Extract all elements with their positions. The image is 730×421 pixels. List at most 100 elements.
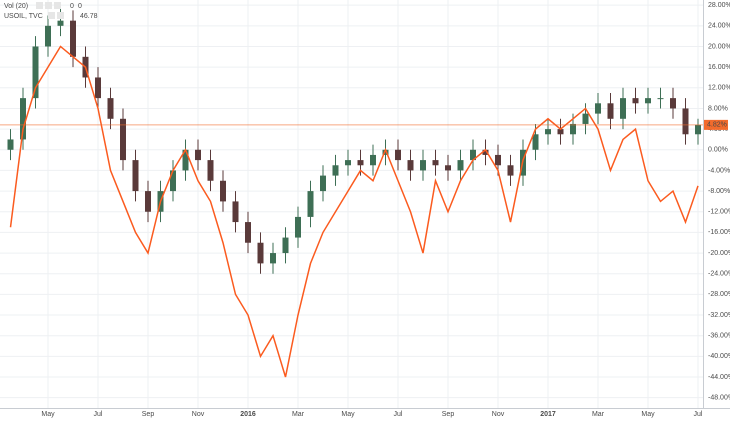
candle-body [182, 149, 189, 171]
x-tick-label: Sep [442, 411, 455, 418]
legend-volume: Vol (20) [4, 3, 28, 10]
x-tick-label: Mar [592, 411, 605, 418]
candle-body [357, 160, 364, 166]
candle-body [582, 113, 589, 124]
candle-body [632, 98, 639, 104]
x-tick-label: 2017 [540, 411, 556, 418]
candle-body [332, 165, 339, 176]
legend-series-value: 46.78 [80, 13, 98, 20]
candle-body [432, 160, 439, 166]
legend: Vol (20) 0 0 USOIL, TVC 46.78 [4, 2, 98, 20]
x-tick-label: Nov [492, 411, 505, 418]
y-tick-label: 8.00% [708, 105, 728, 112]
x-tick-label: Sep [142, 411, 155, 418]
candle-body [57, 20, 64, 26]
x-tick-label: Jul [394, 411, 403, 418]
candle-body [532, 134, 539, 150]
candle-body [20, 98, 26, 140]
x-tick-label: May [641, 411, 655, 418]
legend-volume-value: 0 [70, 3, 74, 10]
y-tick-label: -8.00% [708, 188, 730, 195]
candle-body [7, 139, 14, 150]
candle-body [95, 77, 101, 99]
y-tick-label: -36.00% [708, 333, 730, 340]
candle-body [370, 154, 376, 166]
series-line [9, 45, 699, 378]
x-tick-label: Jul [94, 411, 103, 418]
candle-body [107, 98, 114, 119]
candle-body [570, 123, 576, 135]
candle-body [457, 160, 464, 171]
y-tick-label: -16.00% [708, 229, 730, 236]
y-tick-label: -48.00% [708, 395, 730, 402]
candle-body [232, 201, 239, 223]
y-tick-label: 0.00% [708, 147, 728, 154]
candle-body [282, 237, 289, 254]
price-label-box [704, 119, 728, 130]
candle-body [245, 222, 251, 243]
x-tick-label: May [341, 411, 355, 418]
y-tick-label: -40.00% [708, 353, 730, 360]
price-label: 4.82% [707, 122, 727, 129]
legend-volume-value: 0 [78, 3, 82, 10]
candle-body [620, 98, 626, 119]
y-tick-label: 20.00% [708, 43, 730, 50]
candle-body [170, 170, 176, 192]
y-tick-label: -44.00% [708, 374, 730, 381]
candle-body [270, 253, 276, 264]
y-tick-label: 24.00% [708, 23, 730, 30]
candle-body [295, 216, 301, 238]
candle-body [670, 98, 676, 109]
y-tick-label: -24.00% [708, 271, 730, 278]
legend-icon [54, 2, 61, 9]
candle-body [195, 149, 201, 161]
candle-body [45, 25, 51, 47]
y-tick-label: -32.00% [708, 312, 730, 319]
x-tick-label: May [41, 411, 55, 418]
y-tick-label: -4.00% [708, 167, 730, 174]
candle-body [445, 165, 451, 171]
candle-body [657, 98, 664, 100]
candle-body [345, 160, 351, 166]
plot [0, 0, 703, 408]
candle-body [257, 242, 264, 264]
y-tick-label: -28.00% [708, 291, 730, 298]
x-tick-label: Nov [192, 411, 205, 418]
candle-body [495, 154, 501, 166]
candle-body [682, 108, 689, 135]
x-tick-label: Jul [694, 411, 703, 418]
legend-icon [57, 12, 64, 19]
candle-body [395, 149, 401, 161]
candle-body [695, 124, 701, 135]
legend-icon [48, 12, 55, 19]
candle-body [132, 160, 139, 192]
x-tick-label: Mar [292, 411, 305, 418]
y-tick-label: -20.00% [708, 250, 730, 257]
candle-body [557, 129, 564, 135]
candle-body [220, 180, 226, 202]
y-tick-label: 28.00% [708, 2, 730, 9]
candle-body [307, 191, 314, 217]
y-tick-label: -12.00% [708, 209, 730, 216]
candle-body [407, 160, 414, 171]
candle-body [32, 46, 39, 99]
y-tick-label: 12.00% [708, 85, 730, 92]
candle-body [207, 160, 214, 181]
candle-body [120, 118, 126, 161]
candle-body [70, 20, 76, 57]
legend-icon [45, 2, 52, 9]
legend-series: USOIL, TVC [4, 13, 43, 20]
candle-body [645, 98, 651, 104]
candle-body [320, 175, 326, 192]
candle-body [482, 149, 489, 155]
candle-body [470, 149, 476, 161]
candle-body [545, 129, 551, 135]
candle-body [382, 149, 389, 155]
candle-body [507, 165, 514, 176]
candle-body [595, 103, 601, 114]
candle-body [607, 103, 614, 119]
legend-icon [36, 2, 43, 9]
candle-body [420, 160, 426, 171]
